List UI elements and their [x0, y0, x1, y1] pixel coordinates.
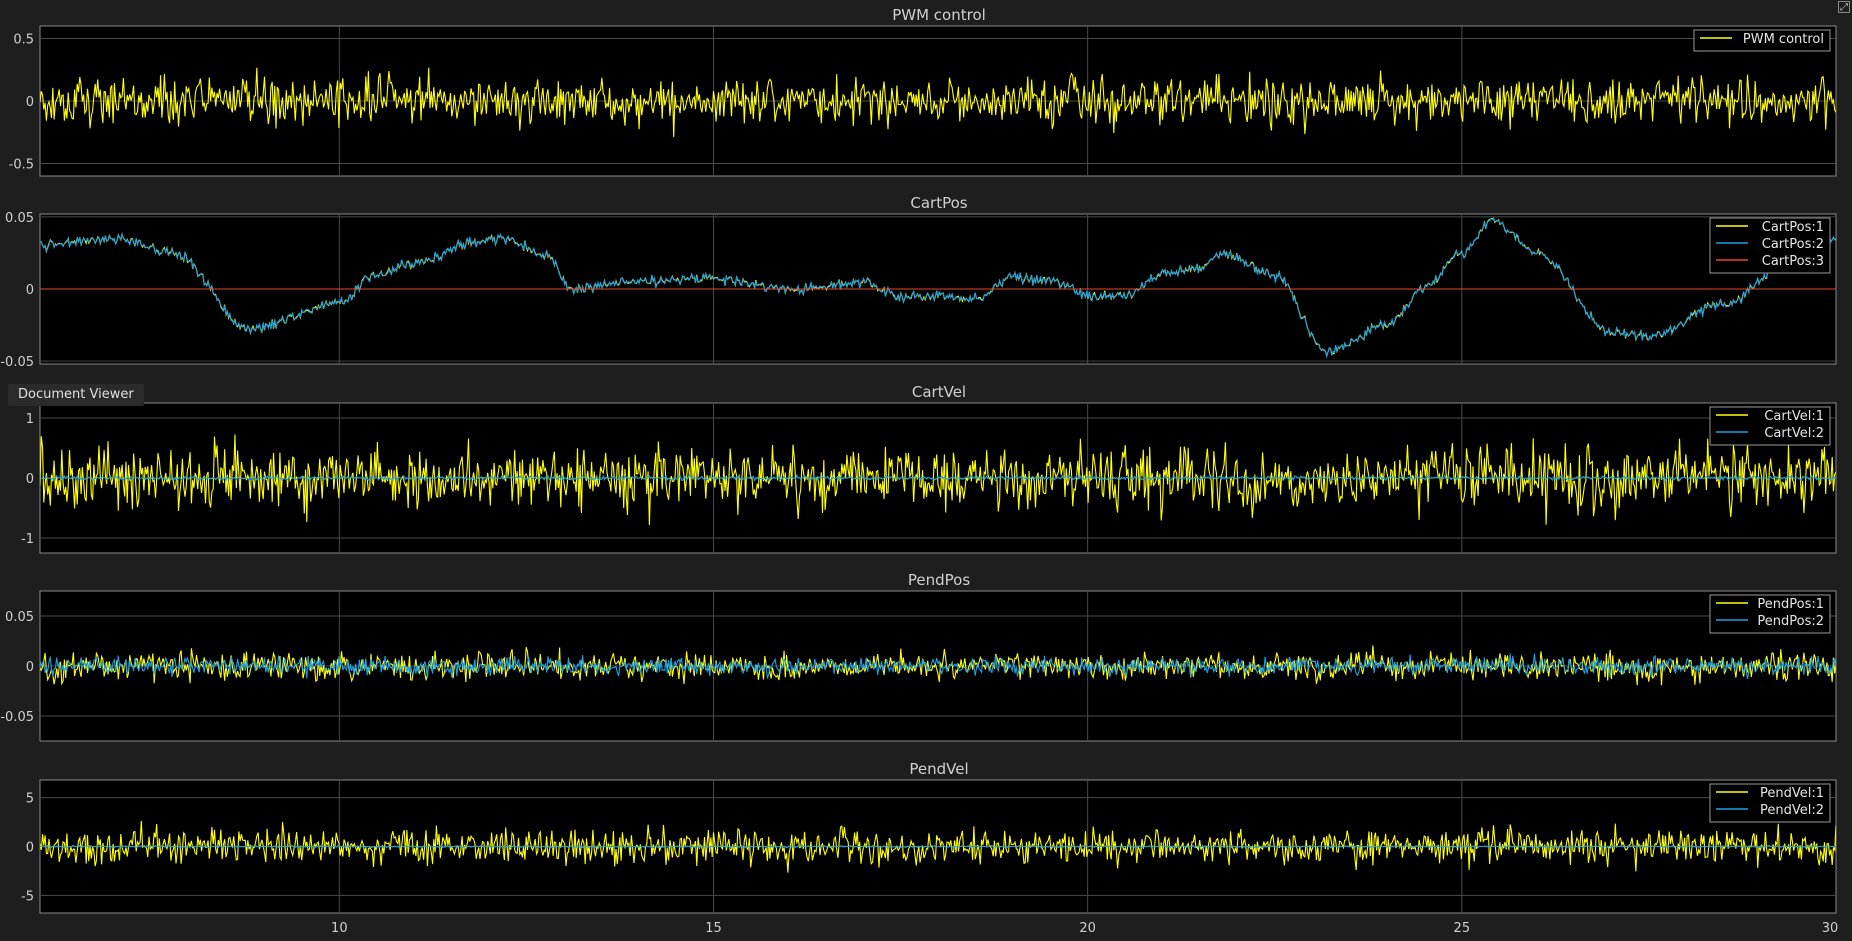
legend-box [1709, 783, 1831, 823]
y-tick-label: 0 [26, 841, 34, 856]
legend-entry: PendPos:2 [1757, 614, 1824, 629]
legend-entry: CartPos:1 [1762, 220, 1824, 235]
legend-entry: PWM control [1743, 32, 1824, 47]
y-tick-label: 0 [26, 660, 34, 675]
y-tick-label: -0.05 [0, 355, 34, 370]
y-tick-label: -0.05 [0, 710, 34, 725]
series-line-pendvel-1 [40, 820, 1836, 873]
legend-entry: CartVel:2 [1764, 426, 1824, 441]
series-line-pendpos-1 [40, 645, 1836, 686]
x-tick-label: 20 [1079, 921, 1096, 936]
y-tick-label: 0.05 [5, 211, 34, 226]
series-line-cartvel-2 [40, 473, 1836, 482]
legend-entry: CartPos:3 [1762, 254, 1824, 269]
y-tick-label: -5 [21, 889, 34, 904]
y-tick-label: 5 [26, 792, 34, 807]
legend-entry: PendVel:2 [1760, 803, 1824, 818]
y-tick-label: 0 [26, 472, 34, 487]
y-tick-label: -0.5 [9, 158, 34, 173]
chart-title: PWM control [892, 6, 986, 24]
y-tick-label: 1 [26, 412, 34, 427]
chart-title: CartPos [910, 194, 967, 212]
legend-box [1709, 217, 1831, 274]
legend-box [1709, 406, 1831, 446]
y-tick-label: -1 [21, 532, 34, 547]
chart-title: PendVel [909, 760, 968, 778]
x-tick-label: 15 [705, 921, 722, 936]
document-viewer-tooltip: Document Viewer [8, 384, 144, 406]
series-line-pendvel-2 [40, 844, 1836, 849]
y-tick-label: 0 [26, 283, 34, 298]
undock-icon[interactable]: ⤢ [1838, 1, 1850, 13]
chart-title: PendPos [908, 571, 970, 589]
y-tick-label: 0.05 [5, 610, 34, 625]
legend-box [1693, 29, 1831, 52]
legend-entry: PendPos:1 [1757, 597, 1824, 612]
y-tick-label: 0 [26, 95, 34, 110]
legend-entry: CartVel:1 [1764, 409, 1824, 424]
series-line-pendpos-2 [40, 653, 1836, 680]
legend-entry: CartPos:2 [1762, 237, 1824, 252]
legend-box [1709, 594, 1831, 634]
series-line-cartvel-1 [40, 434, 1836, 526]
x-tick-label: 25 [1454, 921, 1471, 936]
chart-title: CartVel [912, 383, 966, 401]
x-tick-label: 30 [1822, 921, 1839, 936]
x-tick-label: 10 [331, 921, 348, 936]
series-line-cartpos-2 [40, 217, 1836, 359]
series-line-pwm-control [40, 67, 1836, 138]
y-tick-label: 0.5 [13, 33, 34, 48]
legend-entry: PendVel:1 [1760, 786, 1824, 801]
